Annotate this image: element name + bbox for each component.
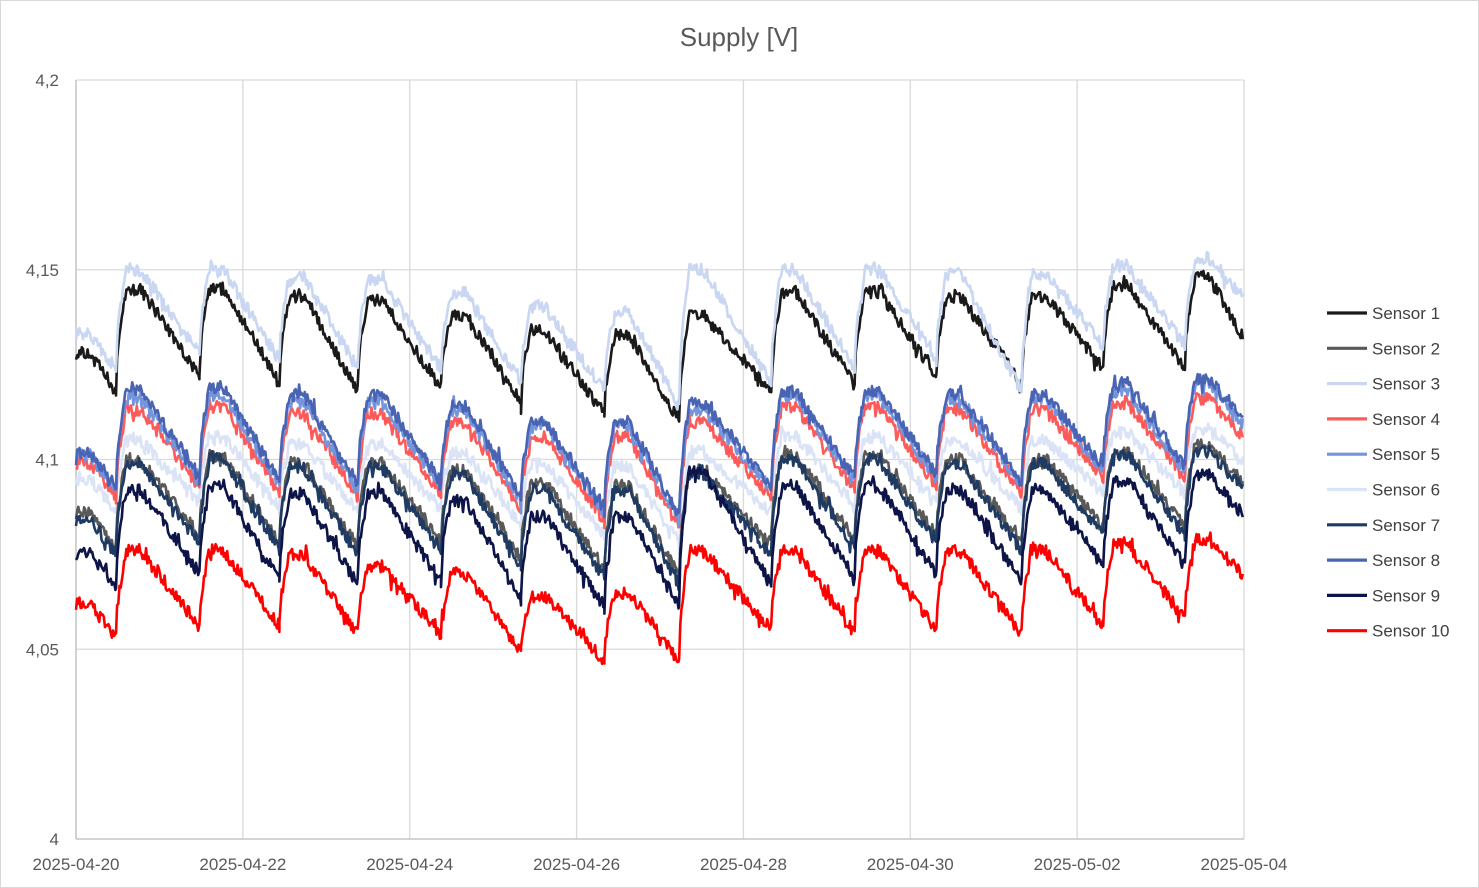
series-lines — [74, 250, 1245, 666]
x-tick-label: 2025-04-24 — [366, 855, 453, 874]
legend-label: Sensor 10 — [1372, 622, 1450, 641]
y-tick-label: 4,2 — [35, 71, 59, 90]
legend-label: Sensor 2 — [1372, 339, 1440, 358]
legend-label: Sensor 1 — [1372, 304, 1440, 323]
x-tick-label: 2025-04-30 — [867, 855, 954, 874]
series-line — [75, 391, 1245, 530]
legend-label: Sensor 6 — [1372, 481, 1440, 500]
chart-title: Supply [V] — [680, 22, 799, 52]
series-line — [74, 444, 1245, 592]
y-tick-label: 4,15 — [26, 261, 59, 280]
series-line — [74, 372, 1244, 519]
legend-label: Sensor 9 — [1372, 586, 1440, 605]
series-line — [74, 465, 1245, 615]
x-tick-label: 2025-04-22 — [199, 855, 286, 874]
x-tick-label: 2025-05-04 — [1201, 855, 1288, 874]
x-tick-label: 2025-05-02 — [1034, 855, 1121, 874]
legend-label: Sensor 8 — [1372, 551, 1440, 570]
y-tick-label: 4,1 — [35, 451, 59, 470]
series-line — [74, 422, 1245, 556]
series-line — [74, 269, 1245, 423]
legend-label: Sensor 5 — [1372, 445, 1440, 464]
legend-label: Sensor 7 — [1372, 516, 1440, 535]
series-line — [74, 531, 1245, 666]
legend-label: Sensor 4 — [1372, 410, 1440, 429]
x-tick-label: 2025-04-26 — [533, 855, 620, 874]
x-tick-label: 2025-04-20 — [33, 855, 120, 874]
y-tick-label: 4 — [50, 830, 59, 849]
axes: 4 4,05 4,1 4,15 4,2 2025-04-20 2025-04-22 2025-… — [26, 71, 1288, 874]
legend: Sensor 1 Sensor 2 Sensor 3 Sensor 4 Sensor 5… — [1327, 304, 1450, 641]
legend-label: Sensor 3 — [1372, 375, 1440, 394]
series-line — [74, 250, 1244, 411]
y-tick-label: 4,05 — [26, 640, 59, 659]
x-tick-label: 2025-04-28 — [700, 855, 787, 874]
